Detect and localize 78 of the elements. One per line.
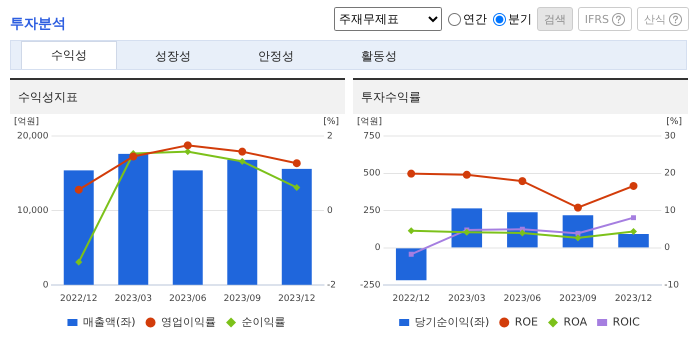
y-tick-label: 10,000 [16, 206, 49, 216]
x-tick-label: 2023/12 [614, 294, 652, 304]
legend-label: ROA [563, 315, 588, 328]
text: 주재무제표 [334, 7, 442, 31]
y-tick-label: 0 [374, 243, 381, 254]
text: 분기 [506, 10, 532, 28]
point [574, 204, 582, 212]
point [408, 252, 414, 257]
y2-tick-label: -2 [327, 280, 336, 291]
x-tick-label: 2023/09 [224, 294, 262, 304]
point [184, 148, 192, 156]
y-tick-label: 500 [363, 168, 381, 179]
text: 안정성 [257, 48, 295, 65]
bar [282, 168, 312, 285]
bar [118, 154, 148, 285]
x-tick-label: 2023/09 [559, 294, 597, 304]
y-tick-label: -250 [360, 280, 381, 291]
y-tick-label: 250 [363, 206, 381, 216]
y2-axis-title: [%] [323, 116, 339, 127]
x-tick-label: 2023/06 [169, 294, 207, 304]
point [518, 229, 526, 236]
y2-tick-label: 20 [664, 168, 676, 179]
text: 산식 [637, 7, 689, 31]
chart-title: 수익성지표 [10, 78, 345, 114]
y2-tick-label: 10 [664, 206, 676, 216]
point [408, 227, 415, 234]
bar [396, 248, 426, 280]
text: 투자분석 [10, 15, 66, 33]
y-axis-title: [억원] [357, 116, 382, 127]
bar [618, 234, 649, 248]
point [630, 182, 638, 190]
chart-title: 투자수익률 [353, 78, 688, 114]
point [292, 159, 301, 168]
legend-label: 매출액(좌) [82, 315, 136, 328]
point [462, 170, 471, 179]
bar [227, 160, 258, 285]
point [74, 186, 83, 194]
point [518, 177, 526, 186]
legend-label: 당기순이익(좌) [414, 315, 490, 328]
y2-tick-label: 30 [664, 131, 676, 142]
x-tick-label: 2022/12 [392, 294, 430, 304]
y2-tick-label: 0 [664, 243, 670, 254]
bar [172, 170, 203, 285]
y2-tick-label: 2 [327, 131, 333, 142]
legend-label: ROIC [612, 315, 640, 328]
point [75, 258, 82, 266]
point [463, 228, 470, 236]
text: IFRS [578, 7, 632, 31]
bar [64, 170, 94, 285]
point [631, 215, 636, 220]
x-tick-label: 2023/03 [114, 294, 152, 304]
text: 검색 [536, 7, 573, 31]
x-tick-label: 2023/12 [278, 294, 316, 304]
text: 성장성 [154, 48, 192, 65]
legend-label: 영업이익률 [161, 315, 216, 328]
point [238, 158, 246, 165]
point [184, 141, 192, 150]
y-tick-label: 750 [363, 131, 381, 142]
text: 활동성 [360, 48, 398, 65]
x-tick-label: 2023/03 [448, 294, 486, 304]
text: 수익성 [21, 41, 117, 69]
point [293, 184, 300, 191]
text: 연간 [462, 10, 487, 28]
x-tick-label: 2023/06 [504, 294, 542, 304]
point [129, 152, 138, 161]
point [630, 228, 638, 235]
point [574, 234, 582, 242]
y2-axis-title: [%] [666, 116, 682, 127]
y-tick-label: 20,000 [16, 131, 49, 142]
x-tick-label: 2022/12 [60, 294, 98, 304]
y-axis-title: [억원] [14, 116, 40, 127]
legend-label: ROE [514, 315, 538, 328]
y-tick-label: 0 [42, 280, 49, 291]
legend-label: 순이익률 [242, 315, 286, 328]
point [407, 170, 416, 178]
y2-tick-label: -10 [664, 280, 680, 291]
point [238, 148, 246, 156]
y2-tick-label: 0 [327, 206, 334, 216]
